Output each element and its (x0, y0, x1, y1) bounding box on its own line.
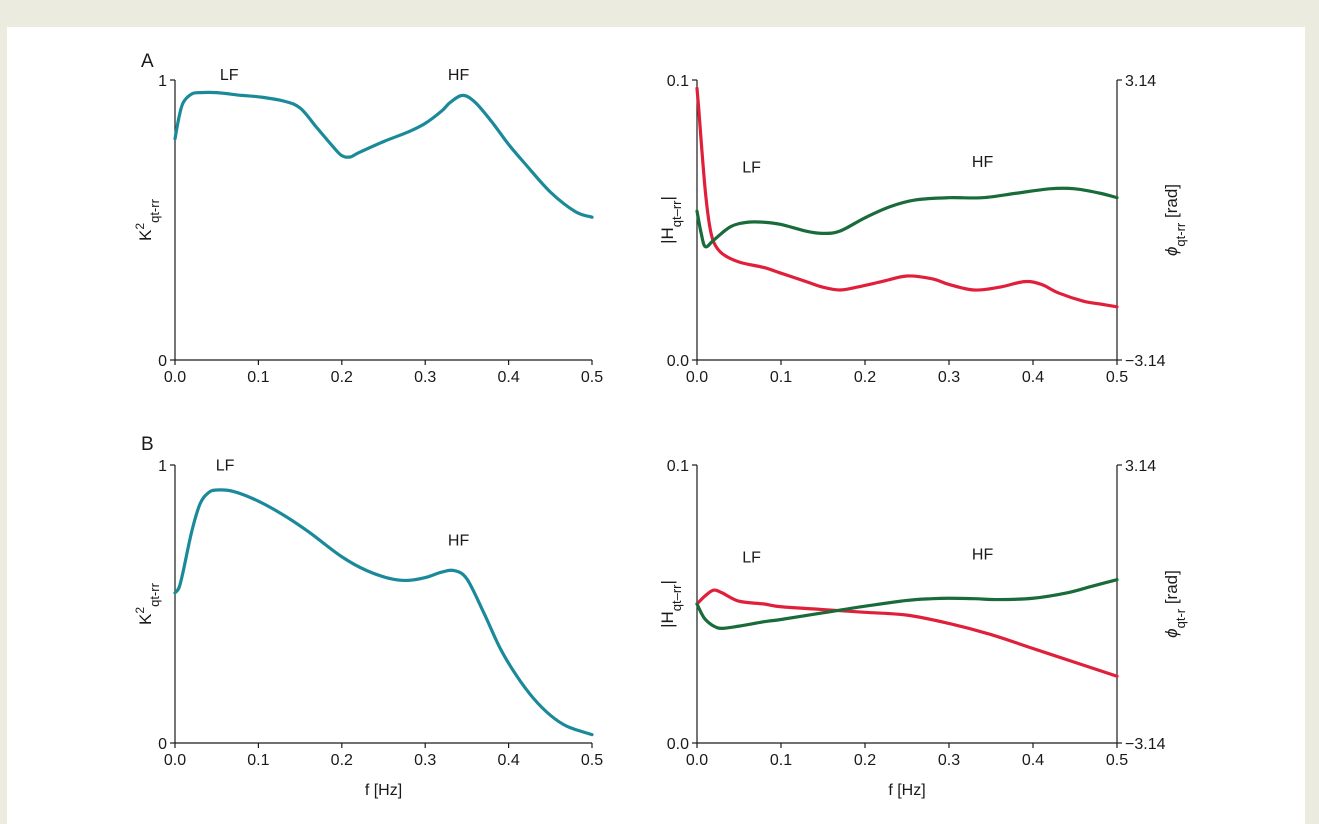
series-line-left (173, 90, 594, 219)
series-line-right (695, 186, 1119, 249)
x-tick-label: 0.0 (164, 752, 186, 769)
annotation-hf: HF (972, 547, 994, 564)
y2-axis-title: ϕqt-rr [rad] (1162, 184, 1188, 256)
x-tick-label: 0.5 (581, 369, 603, 386)
x-tick-label: 0.1 (770, 752, 792, 769)
series-line-left (695, 588, 1119, 678)
y-axis-title: K2qt-rr (133, 582, 162, 625)
y-axis-title-main: |H (658, 227, 677, 244)
y-axis-title-sup: 2 (133, 607, 147, 614)
y2-axis-title-main: [rad] (1162, 184, 1181, 223)
x-tick-label: 0.0 (686, 369, 708, 386)
annotation-hf: HF (448, 533, 470, 550)
annotation-lf: LF (216, 458, 235, 475)
y2-tick-label: 3.14 (1125, 73, 1156, 90)
chart-A-right: 0.0 0.1 0.2 0.3 0.4 0.5 0.0 0.1 −3.14 3.14 |Hqt–rr… (658, 73, 1188, 386)
chart-B-right: 0.0 0.1 0.2 0.3 0.4 0.5 0.0 0.1 −3.14 3.14 f [Hz] |… (658, 458, 1188, 799)
y-axis-title-main: K (136, 229, 155, 241)
y-axis-title-sub: qt–rr (669, 200, 684, 227)
y-tick-label: 0.1 (667, 458, 689, 475)
y-axis-title-sup: 2 (133, 223, 147, 230)
y2-axis-title-main: ϕ (1162, 628, 1181, 637)
x-tick-label: 0.3 (414, 369, 436, 386)
annotation-lf: LF (742, 549, 761, 566)
y-tick-label: 1 (158, 73, 167, 90)
chart-A-left: 0.0 0.1 0.2 0.3 0.4 0.5 0 1 K2qt-rr LF HF (133, 67, 603, 386)
annotation-lf: LF (220, 67, 239, 84)
y-tick-label: 0 (158, 353, 167, 370)
x-tick-label: 0.3 (938, 369, 960, 386)
x-tick-label: 0.5 (1106, 369, 1128, 386)
series-line-left (695, 86, 1119, 309)
x-tick-label: 0.1 (770, 369, 792, 386)
y2-axis-title-sub: qt-r (1173, 608, 1188, 628)
x-tick-label: 0.4 (1022, 752, 1044, 769)
y-axis-title-sub: qt-rr (147, 198, 162, 223)
annotation-lf: LF (742, 159, 761, 176)
y-tick-label: 0.0 (667, 353, 689, 370)
series-line-right (695, 578, 1119, 630)
y-axis-title: |Hqt–rr| (658, 196, 684, 244)
y2-axis-title: ϕqt-r [rad] (1162, 570, 1188, 638)
x-tick-label: 0.5 (1106, 752, 1128, 769)
x-tick-label: 0.4 (497, 752, 519, 769)
x-axis-title: f [Hz] (888, 782, 925, 799)
y-axis-title-main: |H (658, 611, 677, 628)
y2-tick-label: 3.14 (1125, 458, 1156, 475)
y-axis-title: K2qt-rr (133, 198, 162, 241)
x-tick-label: 0.1 (247, 369, 269, 386)
x-tick-label: 0.2 (854, 752, 876, 769)
x-tick-label: 0.3 (938, 752, 960, 769)
y-axis-title-sub: qt–rr (669, 584, 684, 611)
x-tick-label: 0.2 (331, 369, 353, 386)
y2-axis-title-main: ϕ (1162, 247, 1181, 256)
y2-axis-title-sub: qt-rr (1173, 222, 1188, 247)
x-tick-label: 0.1 (247, 752, 269, 769)
series-line-left (173, 488, 594, 737)
y2-tick-label: −3.14 (1125, 353, 1166, 370)
y-axis-title-sub: qt-rr (147, 582, 162, 607)
panel-label-b: B (141, 434, 154, 455)
figure-panel: A B 0.0 0.1 0.2 0.3 0.4 0.5 0 1 K2qt-rr LF HF 0.0 0.… (7, 27, 1305, 824)
x-tick-label: 0.2 (331, 752, 353, 769)
y-tick-label: 0.0 (667, 736, 689, 753)
y2-axis-title-main: [rad] (1162, 570, 1181, 609)
y-axis-title: |Hqt–rr| (658, 580, 684, 628)
chart-B-left: 0.0 0.1 0.2 0.3 0.4 0.5 0 1 f [Hz] K2qt-rr LF HF (133, 458, 603, 799)
x-tick-label: 0.4 (497, 369, 519, 386)
x-axis-title: f [Hz] (365, 782, 402, 799)
y-axis-title-main: | (658, 196, 677, 200)
x-tick-label: 0.0 (164, 369, 186, 386)
y-axis-title-main: K (136, 613, 155, 625)
y-axis-title-main: | (658, 580, 677, 584)
annotation-hf: HF (448, 67, 470, 84)
panel-label-a: A (141, 51, 154, 72)
y2-tick-label: −3.14 (1125, 736, 1166, 753)
y-tick-label: 0 (158, 736, 167, 753)
x-tick-label: 0.2 (854, 369, 876, 386)
x-tick-label: 0.5 (581, 752, 603, 769)
x-tick-label: 0.4 (1022, 369, 1044, 386)
y-tick-label: 1 (158, 458, 167, 475)
y-tick-label: 0.1 (667, 73, 689, 90)
x-tick-label: 0.0 (686, 752, 708, 769)
x-tick-label: 0.3 (414, 752, 436, 769)
annotation-hf: HF (972, 154, 994, 171)
